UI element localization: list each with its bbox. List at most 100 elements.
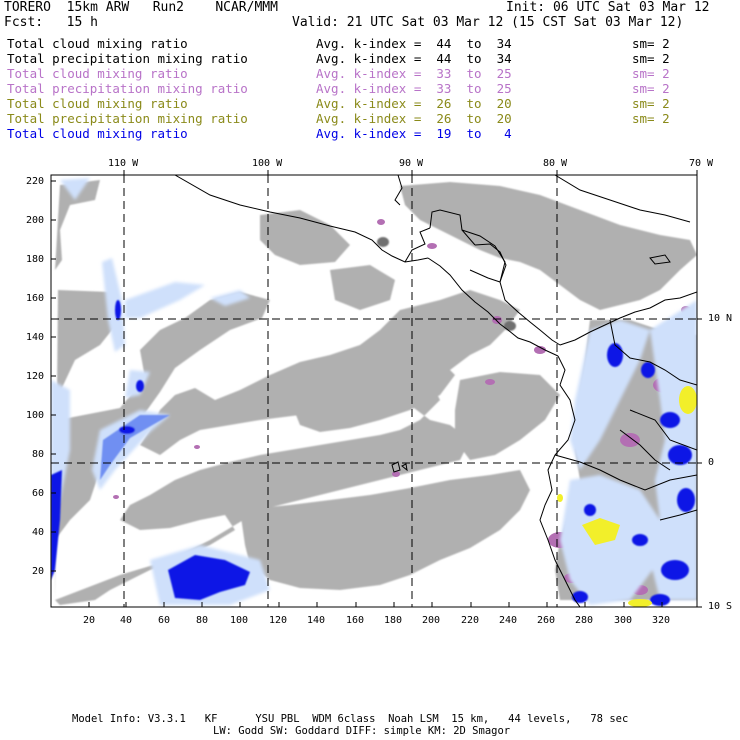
- blue-core-streak-upper: [115, 300, 121, 320]
- blue-core-west-edge: [51, 470, 62, 580]
- blue-light-streak-1: [102, 258, 125, 352]
- plot-frame: [50, 174, 698, 608]
- coast-colombia-ecuador: [539, 355, 581, 607]
- blue-core-se-3: [572, 591, 588, 603]
- cloud-dark-cores: [377, 237, 516, 331]
- legend-field-4: Total precipitation mixing ratio: [7, 81, 248, 96]
- legend-index-2: Avg. k-index = 44 to 34: [316, 51, 512, 66]
- legend-sm-5: sm= 2: [632, 96, 670, 111]
- x-tick-60: 60: [158, 615, 171, 626]
- x-tick-140: 140: [307, 615, 326, 626]
- yellow-blob-2: [679, 386, 697, 414]
- lat-label-equator: 0: [708, 457, 715, 468]
- cloud-gray-mid3: [455, 372, 560, 460]
- legend-index-1: Avg. k-index = 44 to 34: [316, 36, 512, 51]
- border-mexico-guatemala: [404, 227, 431, 263]
- legend-field-5: Total cloud mixing ratio: [7, 96, 188, 111]
- legend-sm-4: sm= 2: [632, 81, 670, 96]
- purple-blob-4: [534, 346, 546, 354]
- y-tick-20: 20: [32, 566, 45, 577]
- purple-blob-1: [377, 219, 385, 225]
- valid-time: Valid: 21 UTC Sat 03 Mar 12 (15 CST Sat …: [292, 15, 684, 30]
- x-tick-260: 260: [537, 615, 556, 626]
- blue-core-east-1: [607, 343, 623, 367]
- blue-core-streak-low: [119, 426, 135, 434]
- purple-blob-7: [620, 433, 640, 447]
- legend-sm-1: sm= 2: [632, 36, 670, 51]
- legend-field-3: Total cloud mixing ratio: [7, 66, 188, 81]
- y-tick-100: 100: [26, 410, 45, 421]
- blue-core-east-3: [660, 412, 680, 428]
- cloud-dark-guatemala: [377, 237, 389, 247]
- model-info: Model Info: V3.3.1 KF YSU PBL WDM 6class…: [72, 713, 629, 725]
- physics-info: LW: Godd SW: Goddard DIFF: simple KM: 2D…: [213, 725, 511, 737]
- border-peru-brazil: [659, 509, 697, 521]
- yellow-blob-3: [628, 599, 652, 607]
- y-tick-180: 180: [26, 254, 45, 265]
- y-tick-140: 140: [26, 332, 45, 343]
- lat-label-10n: 10 N: [708, 313, 733, 324]
- blue-core-se-2: [632, 534, 648, 546]
- coastlines: [174, 175, 697, 607]
- y-tick-120: 120: [26, 371, 45, 382]
- legend-sm-6: sm= 2: [632, 111, 670, 126]
- init-time: Init: 06 UTC Sat 03 Mar 12: [506, 0, 710, 15]
- legend-index-5: Avg. k-index = 26 to 20: [316, 96, 512, 111]
- lon-label-70w: 70 W: [689, 158, 714, 169]
- legend-sm-2: sm= 2: [632, 51, 670, 66]
- model-title: TORERO 15km ARW Run2 NCAR/MMM: [4, 0, 278, 15]
- blue-streak-1: [100, 415, 170, 480]
- blue-dark-regions: [51, 300, 695, 606]
- x-tick-80: 80: [196, 615, 209, 626]
- blue-core-east-2: [641, 362, 655, 378]
- x-tick-320: 320: [652, 615, 671, 626]
- x-tick-240: 240: [499, 615, 518, 626]
- border-colombia-venezuela: [609, 319, 697, 386]
- cloud-gray-north: [400, 182, 697, 310]
- legend-index-4: Avg. k-index = 33 to 25: [316, 81, 512, 96]
- lat-label-10s: 10 S: [708, 601, 733, 612]
- blue-core-east-4: [668, 445, 692, 465]
- purple-blob-2: [427, 243, 437, 249]
- blue-core-east-6: [661, 560, 689, 580]
- cloud-gray-mid2: [330, 265, 395, 310]
- lon-label-100w: 100 W: [252, 158, 283, 169]
- blue-core-streak-mid: [136, 380, 144, 392]
- gridlines: [51, 175, 697, 607]
- border-guatemala-belize: [429, 209, 476, 246]
- legend-index-3: Avg. k-index = 33 to 25: [316, 66, 512, 81]
- purple-blob-16: [113, 495, 119, 499]
- cloud-dark-costa-rica: [504, 321, 516, 331]
- legend-field-1: Total cloud mixing ratio: [7, 36, 188, 51]
- y-tick-80: 80: [32, 449, 45, 460]
- x-tick-200: 200: [422, 615, 441, 626]
- x-tick-300: 300: [614, 615, 633, 626]
- x-tick-20: 20: [83, 615, 96, 626]
- cloud-gray-south: [240, 470, 530, 590]
- x-tick-120: 120: [269, 615, 288, 626]
- tick-marks: [51, 170, 702, 608]
- border-honduras: [461, 229, 506, 283]
- coast-pacific-ca: [427, 257, 559, 357]
- purple-blob-14: [392, 471, 400, 477]
- blue-light-streak-3: [210, 290, 250, 306]
- y-tick-60: 60: [32, 488, 45, 499]
- coast-yucatan: [394, 175, 403, 206]
- blue-core-se-1: [584, 504, 596, 516]
- yellow-blob-4: [557, 494, 563, 502]
- blue-light-streak-2: [125, 282, 205, 318]
- border-peru-colombia: [619, 429, 671, 471]
- lon-label-90w: 90 W: [399, 158, 424, 169]
- lon-label-110w: 110 W: [108, 158, 139, 169]
- legend-field-2: Total precipitation mixing ratio: [7, 51, 248, 66]
- legend-index-6: Avg. k-index = 26 to 20: [316, 111, 512, 126]
- border-nicaragua: [469, 269, 501, 283]
- blue-core-south: [168, 555, 250, 600]
- y-tick-160: 160: [26, 293, 45, 304]
- legend-field-7: Total cloud mixing ratio: [7, 126, 188, 141]
- blue-light-nw: [60, 178, 90, 200]
- x-tick-160: 160: [346, 615, 365, 626]
- x-tick-40: 40: [120, 615, 133, 626]
- coast-panama-colombia: [559, 291, 697, 346]
